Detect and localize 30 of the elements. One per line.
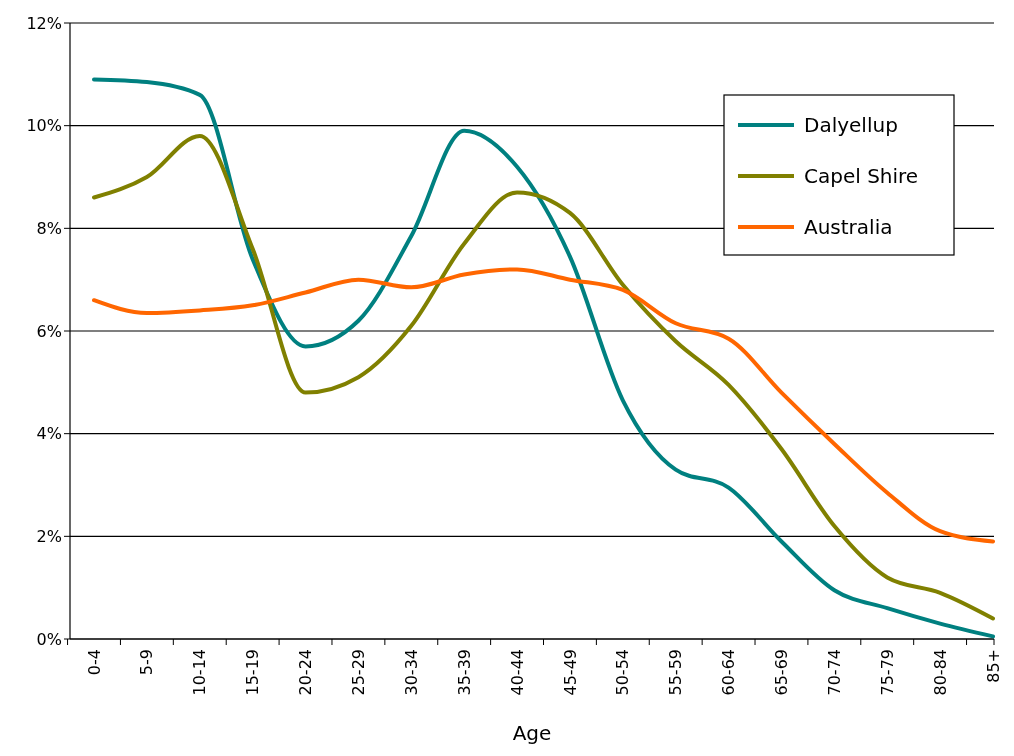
y-tick-label: 8% (36, 218, 62, 238)
x-tick-label: 85+ (983, 649, 1003, 683)
y-tick-label: 6% (36, 321, 62, 341)
x-tick-label: 65-69 (772, 649, 792, 696)
x-tick-label: 55-59 (666, 649, 686, 696)
x-tick-label: 50-54 (613, 649, 633, 696)
x-tick-label: 10-14 (190, 649, 210, 696)
x-tick-label: 25-29 (349, 649, 369, 696)
x-tick-label: 45-49 (560, 649, 580, 696)
x-tick-label: 40-44 (507, 649, 527, 696)
legend-label: Capel Shire (804, 164, 919, 188)
y-tick-label: 10% (26, 116, 62, 136)
x-tick-label: 70-74 (824, 649, 844, 696)
x-tick-label: 30-34 (401, 649, 421, 696)
y-tick-label: 2% (36, 526, 62, 546)
y-tick-label: 12% (26, 13, 62, 33)
x-tick-label: 15-19 (243, 649, 263, 696)
legend-label: Australia (804, 215, 893, 239)
x-axis-title: Age (512, 721, 552, 745)
y-tick-label: 0% (36, 629, 62, 649)
legend-label: Dalyellup (804, 113, 898, 137)
x-tick-label: 5-9 (137, 649, 157, 676)
x-tick-label: 60-64 (719, 649, 739, 696)
x-tick-label: 35-39 (454, 649, 474, 696)
x-tick-label: 80-84 (930, 649, 950, 696)
y-tick-label: 4% (36, 424, 62, 444)
x-tick-label: 20-24 (296, 649, 316, 696)
x-tick-label: 75-79 (877, 649, 897, 696)
x-tick-label: 0-4 (84, 649, 104, 676)
line-series (92, 267, 995, 544)
